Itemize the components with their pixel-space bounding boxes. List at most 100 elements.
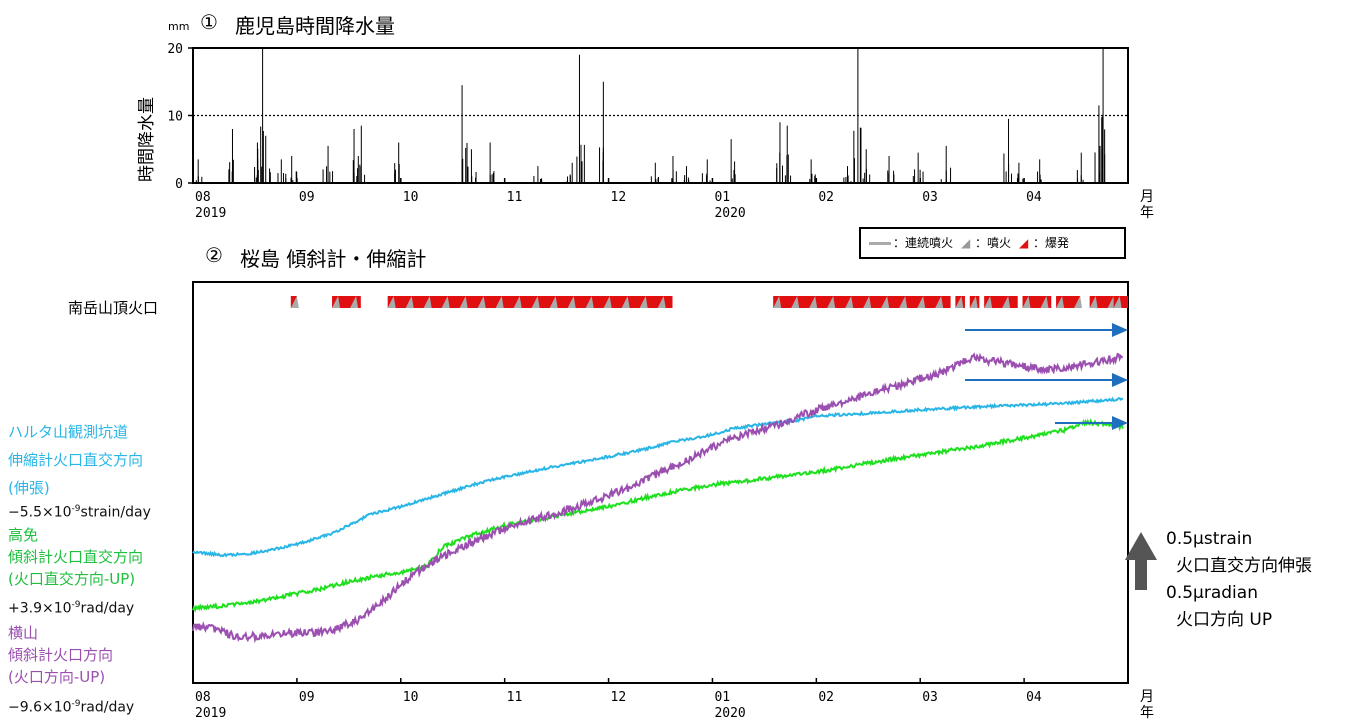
haruta-line3: (伸張): [8, 479, 50, 497]
explosion-icon: ◢: [1019, 236, 1029, 250]
eruption-marker: [1002, 296, 1011, 308]
year-word: 年: [1140, 205, 1154, 221]
month-tick-label: 09: [299, 190, 315, 205]
scale-line4: 火口方向 UP: [1176, 610, 1273, 630]
year-label-start: 2019: [195, 706, 226, 721]
takamen-rate: +3.9×10-9rad/day: [8, 600, 134, 617]
eruption-marker: [585, 296, 594, 308]
eruption-marker: [773, 296, 782, 308]
year-label-mid: 2020: [714, 706, 745, 721]
precip-panel: 20 10 0 時間降水量: [137, 42, 1129, 192]
month-tick-label: 08: [195, 190, 211, 205]
scale-line1: 0.5μstrain: [1166, 529, 1253, 549]
crater-label: 南岳山頂火口: [68, 299, 159, 317]
trend-arrow-head: [1112, 373, 1128, 387]
takamen-rate-exp: -9: [71, 600, 81, 610]
eruption-marker: [827, 296, 836, 308]
eruption-marker: [809, 296, 818, 308]
eruption-marker: [477, 296, 486, 308]
trend-arrow-head: [1112, 416, 1128, 430]
legend-continuous-line: [869, 242, 891, 245]
eruption-marker: [984, 296, 993, 308]
eruption-marker: [423, 296, 432, 308]
legend-box: ：連続噴火 ◢ ：噴火 ◢ ：爆発: [859, 227, 1126, 259]
month-tick-label: 09: [299, 690, 315, 705]
legend-eruption-label: ：噴火: [975, 236, 1012, 250]
eruption-marker: [969, 296, 978, 308]
month-tick-label: 08: [195, 690, 211, 705]
month-tick-label: 01: [714, 690, 730, 705]
eruption-icon: ◢: [961, 236, 971, 250]
month-tick-label: 04: [1026, 690, 1042, 705]
haruta-rate: −5.5×10-9strain/day: [8, 504, 151, 521]
yokoyama-rate-post: rad/day: [80, 699, 135, 716]
month-tick-label: 03: [922, 190, 938, 205]
month-word: 月: [1140, 689, 1154, 705]
eruption-marker: [290, 296, 299, 308]
takamen-series-line: [192, 418, 1124, 613]
tilt-panel: [192, 281, 1129, 684]
scale-line2: 火口直交方向伸張: [1176, 556, 1312, 576]
scale-arrow: [1125, 532, 1157, 590]
eruption-marker: [495, 296, 504, 308]
eruption-marker: [955, 296, 964, 308]
precip-ylabel: 時間降水量: [137, 97, 157, 182]
takamen-line3: (火口直交方向-UP): [8, 570, 136, 588]
eruption-marker: [350, 296, 359, 308]
takamen-rate-pre: +3.9×10: [8, 600, 72, 617]
haruta-line2: 伸縮計火口直交方向: [8, 451, 144, 469]
legend-continuous-label: ：連続噴火: [893, 236, 954, 250]
precip-ytick-label: 20: [167, 42, 183, 57]
scale-line3: 0.5μradian: [1166, 583, 1258, 603]
eruption-marker: [531, 296, 540, 308]
month-tick-label: 10: [403, 690, 419, 705]
trend-arrow-head: [1112, 323, 1128, 337]
month-tick-label: 01: [714, 190, 730, 205]
eruption-marker: [621, 296, 630, 308]
eruption-marker: [639, 296, 648, 308]
month-tick-label: 04: [1026, 190, 1042, 205]
eruption-marker: [387, 296, 396, 308]
eruption-marker: [935, 296, 944, 308]
eruption-marker: [1074, 296, 1083, 308]
eruption-marker: [513, 296, 522, 308]
yokoyama-label: 横山 傾斜計火口方向 (火口方向-UP): [8, 622, 113, 688]
eruption-marker: [1113, 296, 1122, 308]
eruption-marker: [863, 296, 872, 308]
month-tick-label: 03: [922, 690, 938, 705]
eruption-marker: [917, 296, 926, 308]
eruption-marker: [899, 296, 908, 308]
month-tick-label: 11: [507, 190, 523, 205]
eruption-marker: [845, 296, 854, 308]
year-word: 年: [1140, 705, 1154, 721]
month-tick-label: 12: [611, 690, 627, 705]
legend-explosion-label: ：爆発: [1033, 236, 1070, 250]
strain-series-line: [192, 396, 1124, 558]
eruption-marker: [1040, 296, 1049, 308]
panel2-title: 桜島 傾斜計・伸縮計: [240, 247, 427, 271]
eruption-marker: [567, 296, 576, 308]
haruta-rate-post: strain/day: [80, 504, 151, 521]
yokoyama-rate-pre: −9.6×10: [8, 699, 72, 716]
month-word: 月: [1140, 189, 1154, 205]
takamen-line2: 傾斜計火口直交方向: [8, 548, 144, 566]
tilt-frame: [192, 281, 1129, 684]
eruption-marker: [657, 296, 666, 308]
scale-label: 0.5μstrain 火口直交方向伸張 0.5μradian 火口方向 UP: [1166, 526, 1312, 634]
eruption-marker: [1089, 296, 1098, 308]
panel1-title: 鹿児島時間降水量: [235, 14, 395, 38]
month-tick-label: 11: [507, 690, 523, 705]
month-tick-label: 02: [818, 690, 834, 705]
takamen-rate-post: rad/day: [80, 600, 135, 617]
panel1-unit: mm: [168, 20, 190, 33]
yokoyama-rate-exp: -9: [71, 699, 81, 709]
eruption-marker: [603, 296, 612, 308]
yokoyama-line3: (火口方向-UP): [8, 668, 106, 686]
takamen-label: 高免 傾斜計火口直交方向 (火口直交方向-UP): [8, 524, 143, 590]
explosion-band: [387, 296, 673, 308]
haruta-rate-pre: −5.5×10: [8, 504, 72, 521]
eruption-marker: [549, 296, 558, 308]
haruta-label: ハルタ山観測坑道 伸縮計火口直交方向 (伸張): [8, 420, 143, 500]
